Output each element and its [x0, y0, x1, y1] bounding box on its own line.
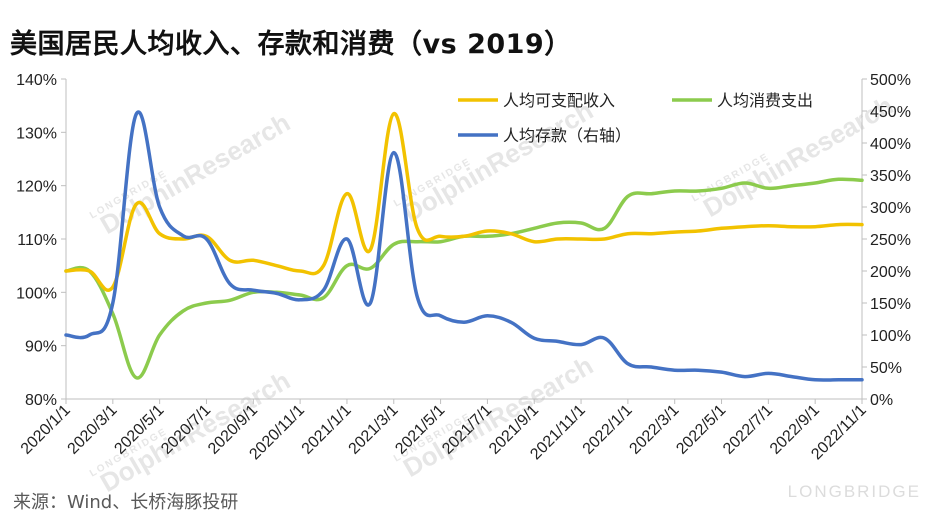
- x-tick-label: 2020/5/1: [111, 402, 167, 458]
- x-tick-label: 2020/7/1: [158, 402, 214, 458]
- chart-title: 美国居民人均收入、存款和消费（vs 2019）: [10, 29, 572, 60]
- y-tick-label-right: 100%: [870, 328, 911, 345]
- y-tick-label-left: 130%: [16, 125, 57, 142]
- y-tick-label-right: 250%: [870, 232, 911, 249]
- y-tick-label-right: 200%: [870, 264, 911, 281]
- chart-axes: 80% 90% 100% 110% 120% 130% 140% 0% 50% 100% 150% 2…: [16, 72, 911, 463]
- x-tick-label: 2022/3/1: [626, 402, 682, 458]
- legend-label: 人均消费支出: [717, 91, 813, 110]
- y-tick-label-right: 50%: [870, 360, 902, 377]
- legend-label: 人均存款（右轴）: [503, 126, 631, 145]
- y-tick-label-right: 150%: [870, 296, 911, 313]
- savings-line: [64, 110, 864, 382]
- y-tick-label-right: 500%: [870, 72, 911, 89]
- y-tick-label-right: 450%: [870, 104, 911, 121]
- longbridge-logo: LONGBRIDGE: [787, 482, 921, 501]
- x-tick-label: 2022/5/1: [673, 402, 729, 458]
- chart-series: [64, 110, 864, 382]
- x-tick-label: 2022/7/1: [720, 402, 776, 458]
- y-tick-label-left: 80%: [25, 392, 57, 409]
- x-tick-label: 2021/7/1: [439, 402, 495, 458]
- source-note: 来源：Wind、长桥海豚投研: [13, 492, 239, 513]
- y-tick-label-left: 90%: [25, 339, 57, 356]
- legend-label: 人均可支配收入: [503, 91, 615, 110]
- x-tick-label: 2020/3/1: [65, 402, 121, 458]
- y-tick-label-left: 120%: [16, 179, 57, 196]
- y-tick-label-right: 400%: [870, 136, 911, 153]
- y-tick-label-right: 0%: [870, 392, 893, 409]
- x-tick-label: 2021/5/1: [392, 402, 448, 458]
- y-tick-label-left: 100%: [16, 285, 57, 302]
- y-tick-label-right: 300%: [870, 200, 911, 217]
- x-tick-label: 2021/3/1: [346, 402, 402, 458]
- x-tick-label: 2022/1/1: [580, 402, 636, 458]
- y-tick-label-left: 110%: [17, 232, 57, 249]
- x-tick-label: 2020/1/1: [18, 402, 74, 458]
- consumption-line: [64, 177, 864, 380]
- income-line: [64, 111, 864, 292]
- y-tick-label-left: 140%: [16, 72, 57, 89]
- y-tick-label-right: 350%: [870, 168, 911, 185]
- x-tick-label: 2021/1/1: [299, 402, 355, 458]
